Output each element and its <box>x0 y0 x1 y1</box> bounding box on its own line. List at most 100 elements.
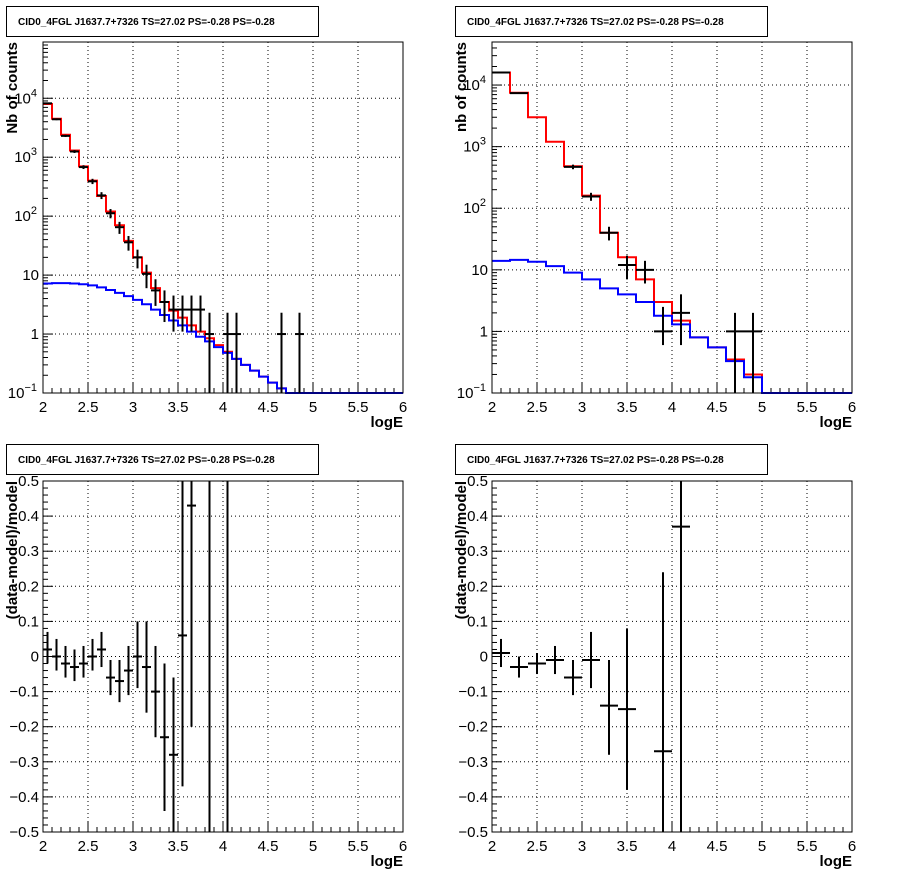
x-axis-title: logE <box>820 414 853 431</box>
data-point <box>115 221 124 234</box>
data-point <box>196 295 205 332</box>
data-point <box>106 660 115 696</box>
data-point <box>654 572 672 832</box>
x-tick-label: 6 <box>399 838 407 855</box>
x-tick-label: 6 <box>848 838 856 855</box>
data-point <box>160 290 169 323</box>
data-point <box>232 312 241 393</box>
x-tick-label: 6 <box>399 399 407 416</box>
x-tick-label: 2 <box>488 399 496 416</box>
y-tick-base: 10 <box>14 149 31 166</box>
x-tick-label: 4.5 <box>258 399 279 416</box>
x-tick-label: 2 <box>488 838 496 855</box>
data-point <box>133 249 142 269</box>
x-tick-label: 4.5 <box>707 838 728 855</box>
chart-title: CID0_4FGL J1637.7+7326 TS=27.02 PS=-0.28… <box>18 455 275 466</box>
y-tick-label: 1 <box>31 326 39 343</box>
plot-frame <box>491 480 853 833</box>
data-point <box>115 660 124 703</box>
model-histogram <box>492 71 852 394</box>
data-point <box>636 260 654 284</box>
y-tick-label: −0.4 <box>458 789 488 806</box>
y-tick-label: 0.3 <box>18 543 39 560</box>
y-tick-label: −0.1 <box>458 684 488 701</box>
data-point <box>52 118 61 121</box>
x-tick-label: 2 <box>39 399 47 416</box>
x-tick-label: 2.5 <box>78 838 99 855</box>
data-point <box>160 663 169 811</box>
x-tick-label: 5 <box>309 399 317 416</box>
data-point <box>106 209 115 219</box>
data-point <box>600 660 618 755</box>
data-point <box>510 92 528 95</box>
chart-panel-4: CID0_4FGL J1637.7+7326 TS=27.02 PS=-0.28… <box>453 444 856 870</box>
y-tick-label: 103 <box>14 146 37 166</box>
data-point <box>492 71 510 74</box>
plot-frame <box>491 41 853 394</box>
data-point <box>187 295 196 332</box>
y-tick-label: 10 <box>471 262 488 279</box>
y-axis-title: (data-model)/model <box>453 481 470 619</box>
data-point <box>564 164 582 170</box>
chart-panel-1: CID0_4FGL J1637.7+7326 TS=27.02 PS=-0.28… <box>4 6 407 431</box>
data-point <box>169 677 178 832</box>
data-point <box>187 481 196 727</box>
y-tick-label: 0.4 <box>467 508 488 525</box>
data-point <box>178 295 187 332</box>
y-tick-exponent: 2 <box>480 197 486 209</box>
y-tick-exponent: 2 <box>31 205 37 217</box>
x-tick-label: 3 <box>578 399 586 416</box>
data-point <box>97 192 106 200</box>
data-point <box>43 631 52 664</box>
x-tick-label: 2.5 <box>527 399 548 416</box>
x-tick-label: 5 <box>309 838 317 855</box>
x-axis-title: logE <box>371 414 404 431</box>
x-tick-label: 5.5 <box>348 838 369 855</box>
data-point <box>70 150 79 153</box>
y-tick-label: 103 <box>463 136 486 156</box>
y-tick-exponent: −1 <box>24 382 37 394</box>
data-point <box>88 178 97 185</box>
data-point <box>142 264 151 289</box>
y-tick-label: 102 <box>463 197 486 217</box>
x-tick-label: 3.5 <box>168 838 189 855</box>
background-histogram <box>492 258 852 394</box>
y-tick-label: 10−1 <box>457 382 486 402</box>
x-tick-label: 4.5 <box>707 399 728 416</box>
data-point <box>510 656 528 678</box>
x-tick-label: 4 <box>219 838 227 855</box>
y-tick-label: 10 <box>22 267 39 284</box>
data-point <box>492 638 510 668</box>
data-point <box>295 312 304 393</box>
y-tick-base: 10 <box>463 77 480 94</box>
chart-title: CID0_4FGL J1637.7+7326 TS=27.02 PS=-0.28… <box>467 17 724 28</box>
y-tick-base: 10 <box>14 208 31 225</box>
data-point <box>61 134 70 138</box>
x-axis-title: logE <box>820 853 853 870</box>
x-tick-label: 4 <box>219 399 227 416</box>
data-point <box>52 638 61 671</box>
y-tick-label: −0.3 <box>9 754 39 771</box>
y-tick-exponent: −1 <box>473 382 486 394</box>
data-point <box>133 621 142 689</box>
data-point <box>205 312 214 393</box>
y-axis-title: (data-model)/model <box>4 481 21 619</box>
chart-panel-2: CID0_4FGL J1637.7+7326 TS=27.02 PS=-0.28… <box>453 6 856 431</box>
y-tick-label: −0.2 <box>458 719 488 736</box>
y-tick-label: 1 <box>480 323 488 340</box>
data-point <box>654 306 672 346</box>
y-tick-label: 0 <box>31 649 39 666</box>
y-tick-label: −0.5 <box>458 824 488 841</box>
data-point <box>744 312 762 393</box>
y-tick-label: −0.5 <box>9 824 39 841</box>
x-tick-label: 4 <box>668 399 676 416</box>
title-box <box>6 444 319 475</box>
data-point <box>223 312 232 393</box>
data-point <box>79 645 88 678</box>
y-tick-base: 10 <box>463 139 480 156</box>
x-tick-label: 3 <box>578 838 586 855</box>
y-tick-label: −0.3 <box>458 754 488 771</box>
x-tick-label: 3.5 <box>617 399 638 416</box>
x-tick-label: 4 <box>668 838 676 855</box>
data-point <box>169 295 178 332</box>
